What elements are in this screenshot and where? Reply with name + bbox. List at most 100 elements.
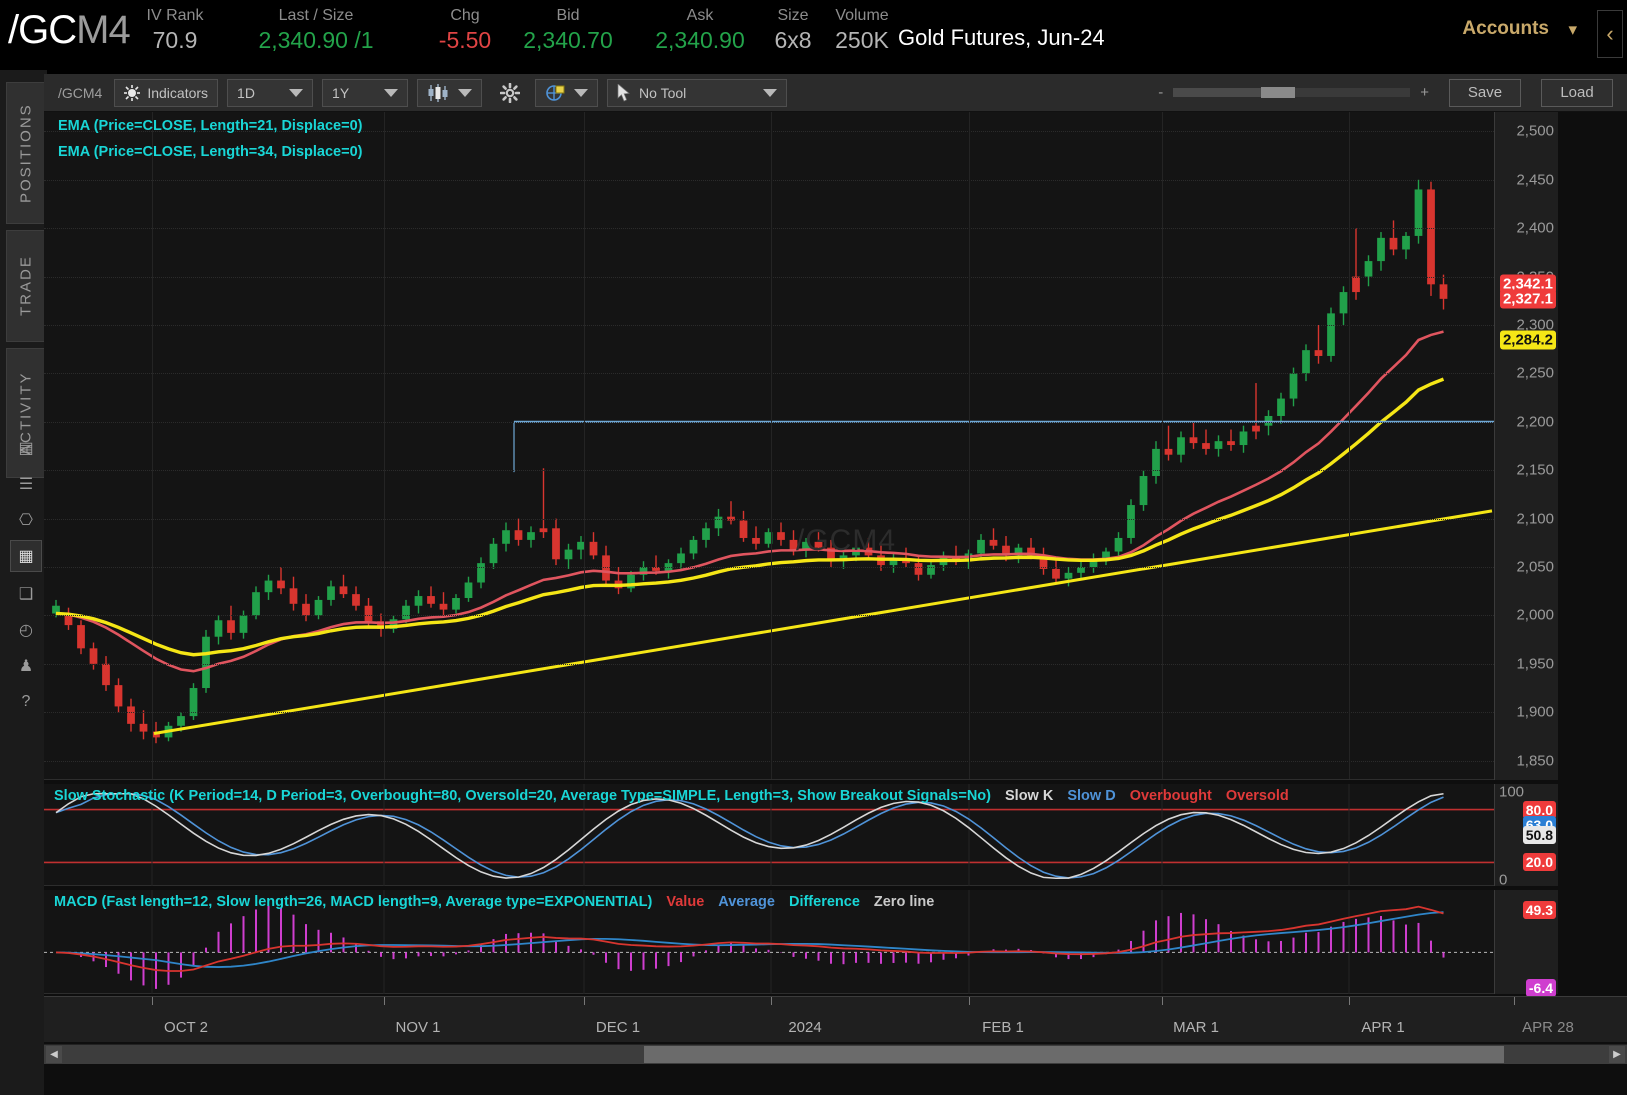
price-marker-badge: 2,284.2 bbox=[1499, 330, 1556, 350]
quote-label: IV Rank bbox=[146, 7, 204, 24]
zoom-slider[interactable] bbox=[1173, 87, 1411, 98]
zoom-out-button[interactable]: - bbox=[1158, 84, 1164, 101]
macd-axis[interactable]: 49.3 -6.4 bbox=[1494, 890, 1558, 997]
indicators-button[interactable]: Indicators bbox=[114, 78, 219, 107]
quote-chg: Chg -5.50 bbox=[410, 6, 520, 54]
stochastic-title: Slow Stochastic (K Period=14, D Period=3… bbox=[54, 788, 991, 804]
indicators-label: Indicators bbox=[147, 84, 209, 101]
symbol-title: /GCM4 bbox=[8, 8, 131, 53]
macd-legend: MACD (Fast length=12, Slow length=26, MA… bbox=[54, 894, 934, 910]
chevron-down-icon[interactable]: ▾ bbox=[1568, 20, 1577, 39]
ema-study-label[interactable]: EMA (Price=CLOSE, Length=21, Displace=0) bbox=[58, 118, 363, 134]
scroll-right-arrow[interactable]: ▶ bbox=[1609, 1046, 1625, 1063]
gridline bbox=[44, 276, 1494, 278]
legend-series[interactable]: Slow D bbox=[1067, 788, 1116, 804]
rail-tab-positions[interactable]: POSITIONS bbox=[6, 82, 46, 224]
history-icon[interactable]: ◴ bbox=[19, 622, 33, 639]
rail-tab-trade[interactable]: TRADE bbox=[6, 230, 46, 342]
monitor-icon[interactable]: ⎔ bbox=[19, 512, 33, 529]
time-tick-mark bbox=[1162, 997, 1163, 1005]
people-icon[interactable]: ♟ bbox=[18, 658, 34, 675]
chevron-down-icon bbox=[384, 88, 399, 97]
price-tick: 2,500 bbox=[1516, 122, 1554, 140]
price-axis[interactable]: 2,5002,4502,4002,3502,3002,2502,2002,150… bbox=[1494, 112, 1558, 780]
symbol-primary: /GC bbox=[8, 8, 77, 52]
chart-grid-icon[interactable]: ▦ bbox=[10, 540, 42, 572]
legend-series[interactable]: Average bbox=[718, 894, 775, 910]
gridline bbox=[44, 615, 1494, 617]
chart-toolbar: /GCM4 Indicators 1D 1Y bbox=[44, 74, 1627, 112]
time-tick-mark bbox=[1349, 997, 1350, 1005]
chart-type-select[interactable] bbox=[417, 78, 483, 107]
stochastic-plot bbox=[44, 784, 1494, 886]
stochastic-tick: 0 bbox=[1499, 871, 1508, 889]
quote-value: 250K bbox=[835, 27, 889, 53]
price-tick: 2,250 bbox=[1516, 364, 1554, 382]
tool-select[interactable]: No Tool bbox=[607, 78, 788, 107]
app-header: /GCM4 IV Rank 70.9 Last / Size 2,340.90 /1 C… bbox=[0, 0, 1627, 70]
vertical-gridline bbox=[969, 112, 970, 779]
load-button[interactable]: Load bbox=[1541, 78, 1613, 107]
quote-value: 70.9 bbox=[152, 27, 198, 53]
chevron-left-icon[interactable]: ‹ bbox=[1597, 10, 1623, 58]
macd-title: MACD (Fast length=12, Slow length=26, MA… bbox=[54, 894, 653, 910]
horizontal-scrollbar[interactable]: ◀ ▶ bbox=[44, 1044, 1627, 1064]
quote-last-size: Last / Size 2,340.90 /1 bbox=[226, 6, 406, 54]
time-tick-label: APR 1 bbox=[1361, 1019, 1405, 1036]
gear-icon bbox=[500, 82, 521, 103]
legend-series[interactable]: Zero line bbox=[873, 894, 935, 910]
zoom-in-button[interactable]: + bbox=[1420, 84, 1429, 101]
price-tick: 1,950 bbox=[1516, 655, 1554, 673]
vertical-gridline bbox=[771, 112, 772, 779]
stochastic-tick: 100 bbox=[1499, 783, 1525, 801]
legend-series[interactable]: Slow K bbox=[1005, 788, 1054, 804]
save-button[interactable]: Save bbox=[1449, 78, 1521, 107]
symbol-secondary: M4 bbox=[76, 8, 131, 52]
drawings-select[interactable] bbox=[535, 78, 599, 107]
price-tick: 2,450 bbox=[1516, 171, 1554, 189]
price-tick: 2,100 bbox=[1516, 510, 1554, 528]
quote-size: Size 6x8 bbox=[762, 6, 824, 54]
accounts-label[interactable]: Accounts bbox=[1462, 18, 1549, 39]
scrollbar-thumb[interactable] bbox=[644, 1046, 1504, 1063]
stochastic-pane[interactable]: Slow Stochastic (K Period=14, D Period=3… bbox=[44, 784, 1494, 886]
time-tick-label: OCT 2 bbox=[164, 1019, 208, 1036]
time-tick-label: APR 28 bbox=[1522, 1019, 1574, 1036]
zoom-slider-thumb[interactable] bbox=[1261, 87, 1296, 98]
stochastic-axis[interactable]: 100 0 80.0 63.0 50.8 20.0 bbox=[1494, 783, 1558, 889]
help-icon[interactable]: ? bbox=[21, 693, 31, 710]
macd-pane[interactable]: MACD (Fast length=12, Slow length=26, MA… bbox=[44, 890, 1494, 994]
ema-study-label[interactable]: EMA (Price=CLOSE, Length=34, Displace=0) bbox=[58, 144, 363, 160]
aggregation-select[interactable]: 1D bbox=[227, 78, 314, 107]
period-select[interactable]: 1Y bbox=[322, 78, 409, 107]
legend-series[interactable]: Oversold bbox=[1225, 788, 1289, 804]
chevron-down-icon bbox=[763, 88, 778, 97]
aggregation-value: 1D bbox=[237, 84, 255, 101]
gridline bbox=[44, 131, 1494, 133]
price-pane[interactable]: /GCM4 EMA (Price=CLOSE, Length=21, Displ… bbox=[44, 112, 1515, 780]
chevron-down-icon bbox=[574, 88, 589, 97]
quote-value: 6x8 bbox=[774, 27, 812, 53]
macd-badge: 49.3 bbox=[1522, 901, 1556, 919]
time-tick-mark bbox=[384, 997, 385, 1005]
price-tick: 1,850 bbox=[1516, 752, 1554, 770]
drawings-icon bbox=[545, 83, 567, 103]
quote-label: Ask bbox=[686, 7, 714, 24]
quote-label: Volume bbox=[835, 7, 889, 24]
gridline bbox=[44, 421, 1494, 423]
chart-container[interactable]: /GCM4 EMA (Price=CLOSE, Length=21, Displ… bbox=[44, 112, 1627, 1095]
chart-settings-button[interactable] bbox=[491, 79, 529, 107]
legend-series[interactable]: Overbought bbox=[1129, 788, 1212, 804]
stochastic-badge: 80.0 bbox=[1522, 800, 1556, 819]
time-tick-mark bbox=[584, 997, 585, 1005]
bar-report-icon[interactable]: ▤ bbox=[18, 440, 34, 457]
scroll-left-arrow[interactable]: ◀ bbox=[46, 1046, 62, 1063]
legend-series[interactable]: Difference bbox=[788, 894, 860, 910]
list-icon[interactable]: ☰ bbox=[18, 476, 34, 493]
zoom-slider-fill bbox=[1173, 88, 1262, 97]
zoom-controls: - + Save Load bbox=[1158, 78, 1621, 107]
time-axis[interactable]: OCT 2 NOV 1 DEC 1 2024 FEB 1 MAR 1 APR 1 APR 28 bbox=[44, 996, 1627, 1042]
legend-series[interactable]: Value bbox=[666, 894, 705, 910]
tiles-icon[interactable]: ❑ bbox=[18, 586, 34, 603]
instrument-description: Gold Futures, Jun-24 bbox=[898, 25, 1105, 50]
